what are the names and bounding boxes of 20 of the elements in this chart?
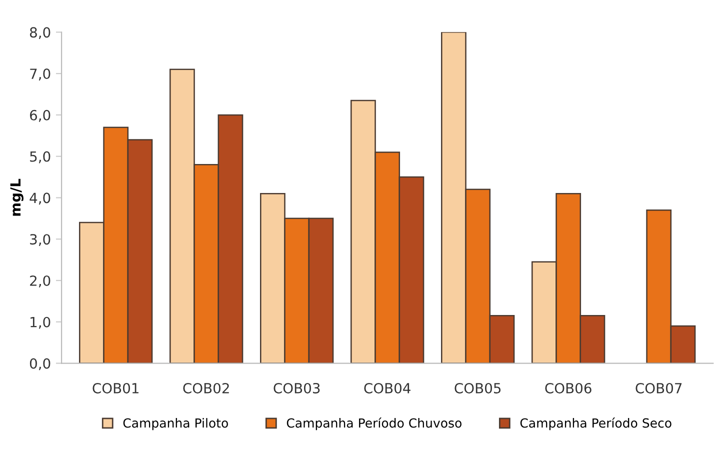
y-tick-label: 1,0 [30, 316, 50, 329]
legend-label: Campanha Período Seco [520, 418, 672, 430]
legend-label: Campanha Piloto [123, 418, 228, 430]
x-tick-label: COB03 [274, 382, 320, 394]
x-tick-label: COB07 [636, 382, 682, 394]
legend-label: Campanha Período Chuvoso [286, 418, 462, 430]
x-tick-label: COB05 [454, 382, 501, 394]
y-axis-title: mg/L [10, 178, 24, 216]
x-tick-label: COB02 [183, 382, 229, 394]
y-tick-label: 7,0 [30, 68, 50, 80]
y-tick-label: 4,0 [30, 192, 50, 205]
y-tick-label: 6,0 [30, 110, 50, 122]
y-tick-label: 8,0 [30, 27, 50, 40]
y-tick-label: 5,0 [30, 151, 50, 164]
x-tick-label: COB04 [364, 382, 410, 394]
x-tick-label: COB01 [92, 382, 138, 394]
y-tick-label: 3,0 [30, 234, 50, 246]
y-tick-label: 0,0 [30, 358, 50, 370]
y-tick-label: 2,0 [30, 275, 50, 288]
x-tick-label: COB06 [545, 382, 592, 394]
